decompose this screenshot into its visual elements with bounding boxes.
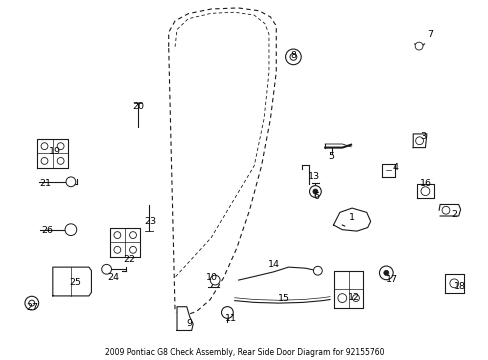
Polygon shape: [438, 204, 460, 216]
Circle shape: [41, 143, 48, 150]
Text: 5: 5: [327, 152, 333, 161]
Circle shape: [66, 177, 76, 187]
Circle shape: [337, 294, 346, 302]
Circle shape: [41, 157, 48, 165]
Text: 25: 25: [69, 278, 81, 287]
Text: 20: 20: [132, 102, 144, 111]
Polygon shape: [37, 139, 68, 168]
Circle shape: [312, 189, 317, 194]
Circle shape: [65, 224, 77, 235]
Text: 12: 12: [347, 292, 359, 302]
Circle shape: [102, 264, 111, 274]
Text: 2: 2: [451, 210, 457, 219]
Polygon shape: [382, 164, 394, 177]
Circle shape: [449, 279, 458, 288]
Polygon shape: [444, 274, 463, 293]
Polygon shape: [333, 271, 363, 308]
Circle shape: [309, 186, 321, 197]
Circle shape: [114, 246, 121, 253]
Circle shape: [29, 300, 35, 306]
Circle shape: [420, 187, 429, 195]
Circle shape: [57, 143, 64, 150]
Text: 14: 14: [268, 260, 280, 269]
Circle shape: [221, 307, 233, 318]
Text: 1: 1: [348, 213, 354, 222]
Circle shape: [285, 49, 301, 65]
Text: 19: 19: [49, 147, 61, 156]
Circle shape: [415, 137, 423, 145]
Polygon shape: [177, 307, 193, 330]
Circle shape: [57, 157, 64, 165]
Polygon shape: [333, 208, 370, 231]
Text: 22: 22: [123, 255, 135, 264]
Circle shape: [352, 294, 359, 302]
Text: 17: 17: [386, 274, 397, 284]
Text: 9: 9: [186, 320, 192, 328]
Text: 23: 23: [144, 217, 156, 226]
Polygon shape: [53, 267, 91, 296]
Text: 18: 18: [453, 282, 465, 291]
Circle shape: [210, 275, 220, 285]
Circle shape: [414, 42, 422, 50]
Text: 8: 8: [290, 51, 296, 60]
Text: 2009 Pontiac G8 Check Assembly, Rear Side Door Diagram for 92155760: 2009 Pontiac G8 Check Assembly, Rear Sid…: [104, 348, 384, 356]
Circle shape: [25, 296, 39, 310]
Text: 11: 11: [224, 314, 236, 323]
Text: 21: 21: [39, 179, 51, 188]
Text: 13: 13: [307, 172, 319, 181]
Text: 6: 6: [313, 192, 319, 201]
Text: 27: 27: [27, 303, 39, 312]
Text: 24: 24: [107, 273, 119, 282]
Text: 7: 7: [427, 30, 432, 39]
Circle shape: [383, 270, 388, 275]
Circle shape: [129, 246, 136, 253]
Text: 26: 26: [41, 226, 53, 235]
Circle shape: [313, 266, 322, 275]
Text: 10: 10: [205, 273, 217, 282]
Circle shape: [379, 266, 392, 280]
Text: 16: 16: [420, 179, 431, 188]
Polygon shape: [416, 184, 433, 198]
Text: 15: 15: [277, 294, 289, 303]
Circle shape: [114, 231, 121, 239]
Polygon shape: [412, 134, 426, 148]
Circle shape: [129, 231, 136, 239]
Polygon shape: [110, 228, 140, 257]
Text: 4: 4: [391, 163, 397, 172]
Text: 3: 3: [419, 132, 425, 141]
Circle shape: [441, 206, 449, 214]
Circle shape: [289, 53, 296, 60]
